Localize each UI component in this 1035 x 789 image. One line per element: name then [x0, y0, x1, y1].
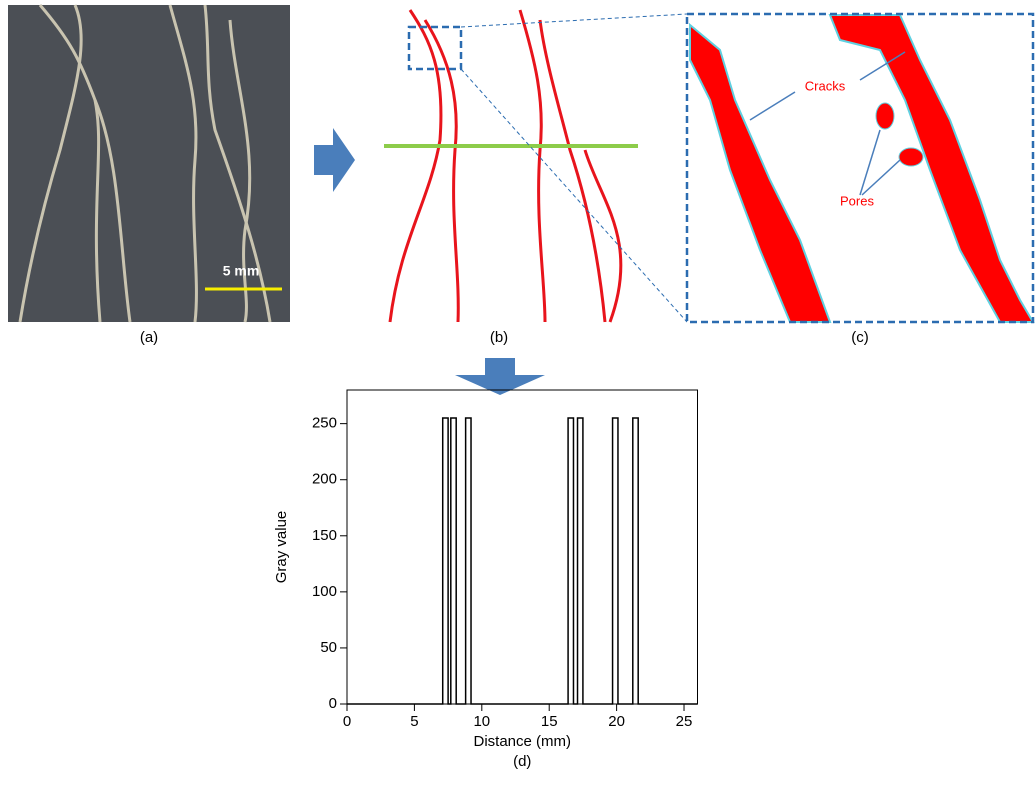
y-tick-label: 50: [320, 639, 337, 656]
arrow: [314, 128, 355, 192]
panel-caption: (c): [851, 329, 869, 346]
crack-shape: [690, 25, 830, 322]
x-axis-label: Distance (mm): [473, 733, 571, 750]
zoom-line: [461, 14, 687, 27]
zoom-view: Cracks Pores: [687, 14, 1033, 322]
x-tick-label: 15: [541, 713, 558, 730]
x-tick-label: 0: [343, 713, 351, 730]
crack-shape: [830, 15, 1033, 322]
annotation: Pores: [840, 193, 874, 208]
y-axis-label: Gray value: [273, 511, 290, 584]
y-tick-label: 150: [312, 527, 337, 544]
panel-caption: (b): [490, 329, 508, 346]
y-tick-label: 200: [312, 471, 337, 488]
scale-label: 5 mm: [223, 263, 260, 279]
y-tick-label: 0: [329, 695, 337, 712]
plot-frame: [347, 390, 698, 704]
annotation: Cracks: [805, 78, 846, 93]
x-tick-label: 5: [410, 713, 418, 730]
figure-canvas: 5 mm (a) (b) Cracks Pores (c) 0 5 10 15 20 25…: [0, 0, 1035, 789]
arrow: [455, 358, 545, 395]
x-tick-label: 10: [473, 713, 490, 730]
x-tick-label: 25: [676, 713, 693, 730]
y-tick-label: 250: [312, 415, 337, 432]
pore-shape: [876, 103, 894, 129]
y-tick-label: 100: [312, 583, 337, 600]
data-line: [347, 418, 698, 704]
figure: 5 mm (a) (b) Cracks Pores (c) 0 5 10 15 20 25…: [0, 0, 1035, 789]
zoom-line: [461, 69, 687, 322]
pore-shape: [899, 148, 923, 166]
segmented-cracks: [390, 10, 621, 322]
panel-caption: (a): [140, 329, 158, 346]
x-tick-label: 20: [608, 713, 625, 730]
caption: (d): [513, 753, 531, 770]
